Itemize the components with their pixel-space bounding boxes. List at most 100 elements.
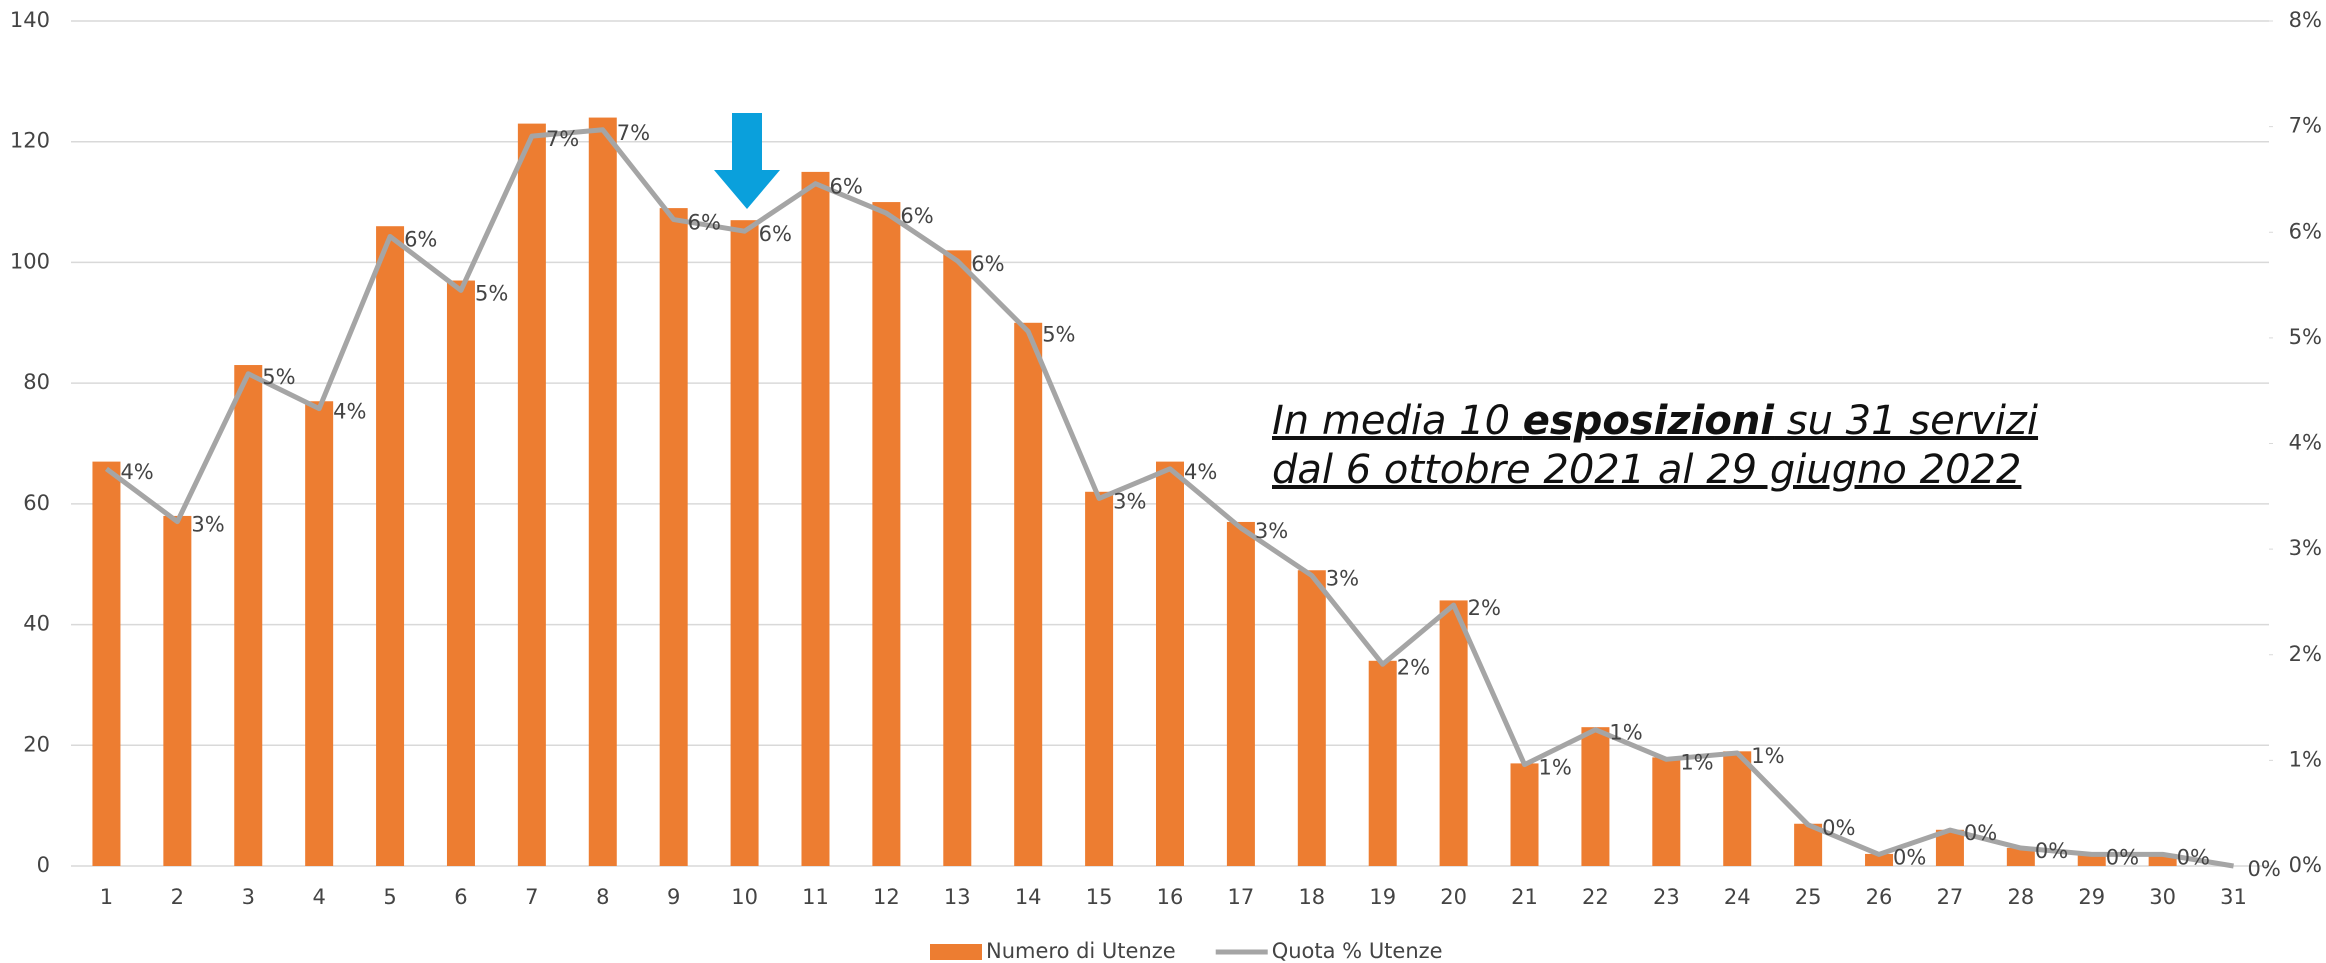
bar [1510, 763, 1539, 866]
annotation-text: dal 6 ottobre 2021 al 29 giugno 2022 [1272, 447, 2021, 493]
y-tick-label: 40 [23, 612, 50, 636]
bar [943, 250, 972, 866]
data-label: 0% [2248, 857, 2281, 881]
x-tick-label: 4 [312, 885, 325, 909]
legend-swatch [930, 944, 982, 960]
x-tick-label: 24 [1724, 885, 1751, 909]
data-label: 6% [759, 222, 792, 246]
x-tick-label: 19 [1369, 885, 1396, 909]
bar [446, 280, 475, 866]
bar [1014, 322, 1043, 866]
data-label: 0% [1822, 816, 1855, 840]
bar [1156, 461, 1184, 866]
bar [163, 515, 192, 866]
data-label: 1% [1680, 750, 1713, 774]
y2-tick-label: 5% [2289, 325, 2322, 349]
data-label: 2% [1468, 596, 1501, 620]
x-tick-label: 14 [1015, 885, 1042, 909]
y-tick-label: 80 [23, 370, 50, 394]
x-tick-label: 23 [1653, 885, 1680, 909]
x-tick-label: 17 [1228, 885, 1255, 909]
bar [517, 123, 546, 867]
legend-label: Numero di Utenze [986, 939, 1176, 963]
y2-tick-label: 7% [2289, 114, 2322, 138]
y2-tick-label: 6% [2289, 219, 2322, 243]
line [104, 127, 2234, 869]
x-tick-label: 29 [2078, 885, 2105, 909]
y-tick-label: 60 [23, 491, 50, 515]
bar [1226, 521, 1255, 866]
bar [872, 202, 901, 867]
x-tick-label: 28 [2007, 885, 2034, 909]
data-label: 2% [1397, 655, 1430, 679]
y2-tick-label: 1% [2289, 747, 2322, 771]
data-label: 3% [1113, 489, 1146, 513]
x-tick-label: 12 [873, 885, 900, 909]
annotation-text: esposizioni [1523, 398, 1776, 444]
data-label: 1% [1539, 756, 1572, 780]
x-tick-label: 18 [1298, 885, 1325, 909]
data-label: 6% [404, 227, 437, 251]
data-label: 1% [1609, 721, 1642, 745]
annotation-text: In media 10 [1272, 398, 1523, 444]
arrow [714, 113, 780, 209]
bar [588, 117, 617, 867]
y-tick-label: 140 [10, 8, 50, 32]
x-tick-label: 26 [1866, 885, 1893, 909]
data-label: 6% [971, 252, 1004, 276]
x-tick-label: 21 [1511, 885, 1538, 909]
x-tick-label: 8 [596, 885, 609, 909]
bar [1865, 853, 1894, 866]
x-tick-label: 25 [1795, 885, 1822, 909]
y2-tick-label: 3% [2289, 536, 2322, 560]
x-tick-label: 20 [1440, 885, 1467, 909]
x-tick-label: 22 [1582, 885, 1609, 909]
x-tick-label: 11 [802, 885, 829, 909]
bar [659, 208, 688, 866]
data-label: 6% [829, 175, 862, 199]
bar [92, 461, 121, 866]
data-label: 4% [120, 460, 153, 484]
data-label: 6% [900, 204, 933, 228]
bar [1652, 757, 1681, 866]
bar [305, 401, 334, 866]
data-label: 6% [688, 211, 721, 235]
y-tick-label: 0 [37, 853, 50, 877]
data-label: 3% [191, 513, 224, 537]
bar [2077, 853, 2106, 866]
data-label: 0% [1893, 845, 1926, 869]
x-tick-label: 13 [944, 885, 971, 909]
bar [1723, 751, 1752, 866]
x-tick-label: 5 [383, 885, 396, 909]
data-label: 0% [2177, 845, 2210, 869]
x-tick-label: 30 [2149, 885, 2176, 909]
x-tick-label: 1 [100, 885, 113, 909]
data-label: 0% [1964, 821, 1997, 845]
y2-tick-label: 4% [2289, 431, 2322, 455]
data-label: 3% [1326, 567, 1359, 591]
data-label: 5% [262, 365, 295, 389]
bar [730, 220, 759, 866]
data-label: 7% [617, 121, 650, 145]
data-label: 5% [1042, 323, 1075, 347]
y-tick-label: 120 [10, 129, 50, 153]
bar [234, 365, 263, 866]
y2-tick-label: 0% [2289, 853, 2322, 877]
x-tick-label: 16 [1157, 885, 1184, 909]
bar [1368, 660, 1397, 866]
y2-tick-label: 8% [2289, 8, 2322, 32]
annotation: In media 10 esposizioni su 31 servizi [1272, 398, 2038, 444]
y2-tick-label: 2% [2289, 642, 2322, 666]
x-tick-label: 7 [525, 885, 538, 909]
data-label: 3% [1255, 519, 1288, 543]
data-label: 0% [2035, 839, 2068, 863]
data-label: 0% [2106, 845, 2139, 869]
x-tick-label: 31 [2220, 885, 2247, 909]
x-tick-label: 6 [454, 885, 467, 909]
bar [1581, 727, 1610, 866]
bar [801, 171, 830, 867]
bar [1085, 491, 1114, 866]
x-tick-label: 3 [242, 885, 255, 909]
data-label: 4% [1184, 460, 1217, 484]
